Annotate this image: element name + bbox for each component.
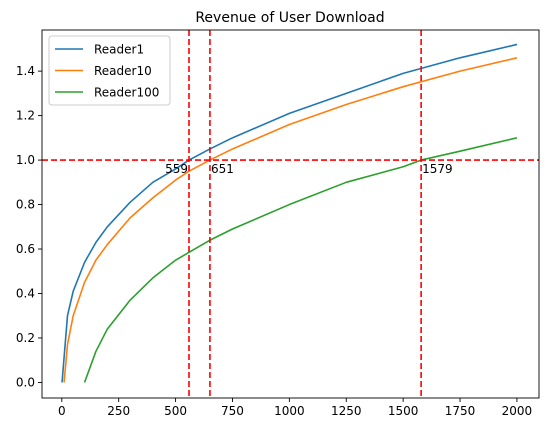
x-axis: 0 250 500 750 1000 1250 1500 1750 2000 bbox=[58, 398, 532, 418]
y-tick-label: 0.8 bbox=[16, 198, 35, 212]
series-line-reader10 bbox=[63, 57, 518, 383]
y-tick-label: 0.2 bbox=[16, 331, 35, 345]
annotation-label: 651 bbox=[211, 162, 234, 176]
x-tick-label: 1250 bbox=[331, 404, 362, 418]
x-tick-label: 750 bbox=[221, 404, 244, 418]
legend-box bbox=[48, 35, 171, 106]
legend-label: Reader10 bbox=[94, 64, 152, 78]
legend: Reader1 Reader10 Reader100 bbox=[48, 35, 171, 106]
x-tick-label: 0 bbox=[58, 404, 66, 418]
axes-frame bbox=[41, 29, 540, 399]
x-tick-label: 250 bbox=[107, 404, 130, 418]
y-tick-label: 1.0 bbox=[16, 153, 35, 167]
y-tick-label: 0.4 bbox=[16, 286, 35, 300]
x-tick-label: 500 bbox=[164, 404, 187, 418]
y-axis: 0.0 0.2 0.4 0.6 0.8 1.0 1.2 1.4 bbox=[16, 64, 42, 389]
y-tick-label: 1.2 bbox=[16, 109, 35, 123]
annotation-label: 559 bbox=[165, 162, 188, 176]
legend-label: Reader1 bbox=[94, 43, 144, 57]
series-line-reader1 bbox=[61, 43, 518, 383]
y-tick-label: 1.4 bbox=[16, 64, 35, 78]
legend-label: Reader100 bbox=[94, 86, 159, 100]
y-tick-label: 0.6 bbox=[16, 242, 35, 256]
series-line-reader100 bbox=[83, 137, 518, 383]
annotation-label: 1579 bbox=[422, 162, 453, 176]
y-tick-label: 0.0 bbox=[16, 375, 35, 389]
axes-border bbox=[41, 29, 540, 399]
x-tick-label: 1000 bbox=[274, 404, 305, 418]
x-tick-label: 2000 bbox=[502, 404, 533, 418]
plot-area: 559 651 1579 bbox=[42, 30, 539, 398]
chart-title: Revenue of User Download bbox=[195, 10, 384, 26]
x-tick-label: 1750 bbox=[445, 404, 476, 418]
x-tick-label: 1500 bbox=[388, 404, 419, 418]
